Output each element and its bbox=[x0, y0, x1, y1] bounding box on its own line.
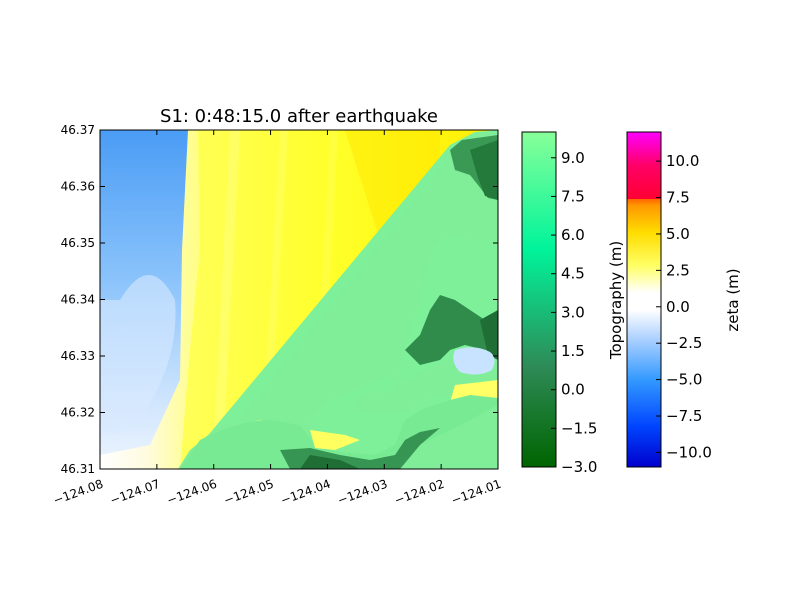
topography-colorbar: 9.0 7.5 6.0 4.5 3.0 1.5 0.0 −1.5 −3.0 Topography… bbox=[521, 131, 625, 476]
x-tick-label: −124.03 bbox=[336, 477, 390, 508]
y-tick-label: 46.33 bbox=[61, 349, 95, 363]
colorbar-tick-label: −1.5 bbox=[561, 419, 597, 437]
flood-streak bbox=[212, 130, 240, 469]
x-tick-label: −124.07 bbox=[108, 477, 162, 508]
y-tick-label: 46.32 bbox=[61, 406, 95, 420]
y-axis: 46.37 46.36 46.35 46.34 46.33 46.32 46.31 bbox=[61, 123, 498, 476]
colorbar-tick-label: 4.5 bbox=[561, 265, 585, 283]
land-ridge bbox=[300, 455, 360, 469]
y-tick-label: 46.36 bbox=[61, 180, 95, 194]
land-south bbox=[180, 395, 498, 469]
y-tick-label: 46.35 bbox=[61, 236, 95, 250]
topography-colorbar-label: Topography (m) bbox=[607, 241, 625, 360]
y-tick-label: 46.37 bbox=[61, 123, 95, 137]
x-tick-label: −124.08 bbox=[51, 477, 105, 508]
x-tick-label: −124.01 bbox=[449, 477, 503, 508]
y-tick-label: 46.31 bbox=[61, 462, 95, 476]
colorbar-tick-label: 7.5 bbox=[561, 187, 585, 205]
colorbar-tick-label: −10.0 bbox=[666, 443, 712, 461]
colorbar-tick-label: 10.0 bbox=[666, 152, 699, 170]
zeta-colorbar: 10.0 7.5 5.0 2.5 0.0 −2.5 −5.0 −7.5 −10.0 zeta (… bbox=[626, 131, 742, 468]
colorbar-tick-label: 1.5 bbox=[561, 342, 585, 360]
colorbar-tick-label: −7.5 bbox=[666, 407, 702, 425]
zeta-colorbar-label: zeta (m) bbox=[724, 268, 742, 331]
topography-colorbar-frame bbox=[521, 131, 557, 468]
colorbar-tick-label: 0.0 bbox=[666, 298, 690, 316]
colorbar-tick-label: −2.5 bbox=[666, 334, 702, 352]
x-tick-label: −124.04 bbox=[279, 477, 333, 508]
zeta-colorbar-frame bbox=[626, 131, 662, 468]
y-tick-label: 46.34 bbox=[61, 293, 95, 307]
x-tick-label: −124.05 bbox=[222, 477, 276, 508]
surf-zone bbox=[100, 130, 215, 469]
bay-water bbox=[453, 347, 495, 375]
colorbar-tick-label: 9.0 bbox=[561, 149, 585, 167]
chart-title: S1: 0:48:15.0 after earthquake bbox=[160, 106, 438, 127]
colorbar-tick-label: 0.0 bbox=[561, 381, 585, 399]
colorbar-tick-label: 5.0 bbox=[666, 225, 690, 243]
land-region bbox=[178, 132, 498, 469]
map-heatmap bbox=[100, 130, 498, 469]
land-ridge bbox=[470, 140, 498, 200]
zeta-colorbar-bar bbox=[627, 132, 661, 467]
colorbar-tick-label: −3.0 bbox=[561, 458, 597, 476]
colorbar-tick-label: 3.0 bbox=[561, 303, 585, 321]
colorbar-tick-label: 2.5 bbox=[666, 261, 690, 279]
land-ridge bbox=[405, 295, 498, 365]
flood-inlet bbox=[310, 430, 360, 450]
colorbar-tick-label: 7.5 bbox=[666, 189, 690, 207]
land-ridge bbox=[480, 310, 498, 360]
ocean-swell bbox=[100, 275, 176, 434]
colorbar-tick-label: −5.0 bbox=[666, 371, 702, 389]
x-tick-label: −124.02 bbox=[392, 477, 446, 508]
x-tick-label: −124.06 bbox=[165, 477, 219, 508]
colorbar-tick-label: 6.0 bbox=[561, 226, 585, 244]
topography-colorbar-bar bbox=[522, 132, 556, 467]
